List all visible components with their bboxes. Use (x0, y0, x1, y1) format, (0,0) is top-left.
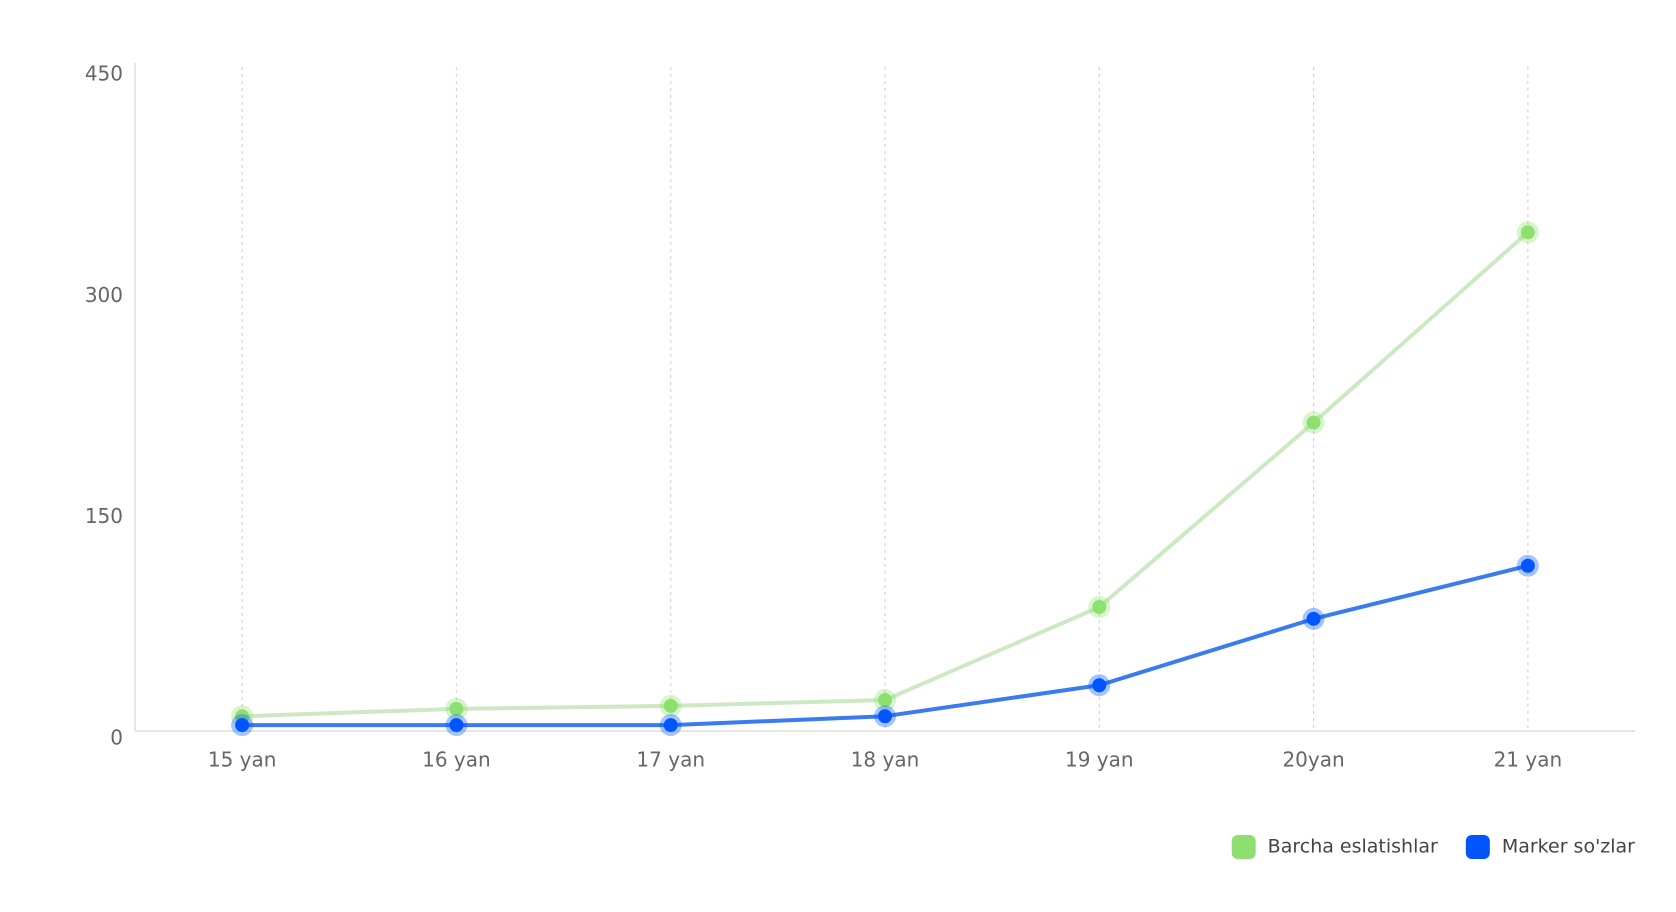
data-point (878, 693, 892, 708)
y-tick-label: 0 (110, 726, 123, 750)
data-point (1520, 558, 1535, 573)
data-point (878, 709, 892, 724)
data-point (1306, 611, 1321, 626)
y-tick-label: 450 (85, 62, 123, 86)
x-tick-label: 21 yan (1494, 748, 1563, 772)
data-point (663, 718, 678, 733)
x-tick-label: 19 yan (1065, 748, 1134, 772)
data-point (449, 701, 464, 716)
data-point (1306, 415, 1321, 430)
x-tick-label: 16 yan (422, 748, 491, 772)
y-tick-label: 150 (85, 504, 123, 528)
x-tick-label: 18 yan (851, 748, 920, 772)
legend-swatch (1231, 835, 1256, 859)
y-tick-label: 300 (85, 283, 123, 307)
data-point (663, 698, 678, 713)
data-point (1520, 225, 1535, 240)
x-tick-label: 15 yan (208, 748, 277, 772)
data-point (1092, 600, 1107, 615)
data-point (235, 718, 250, 733)
x-tick-label: 17 yan (636, 748, 705, 772)
legend-swatch (1465, 835, 1490, 859)
legend-label: Marker so'zlar (1502, 836, 1635, 858)
data-point (1092, 678, 1107, 693)
x-tick-label: 20yan (1282, 748, 1344, 772)
legend-label: Barcha eslatishlar (1268, 836, 1438, 858)
data-point (449, 718, 464, 733)
